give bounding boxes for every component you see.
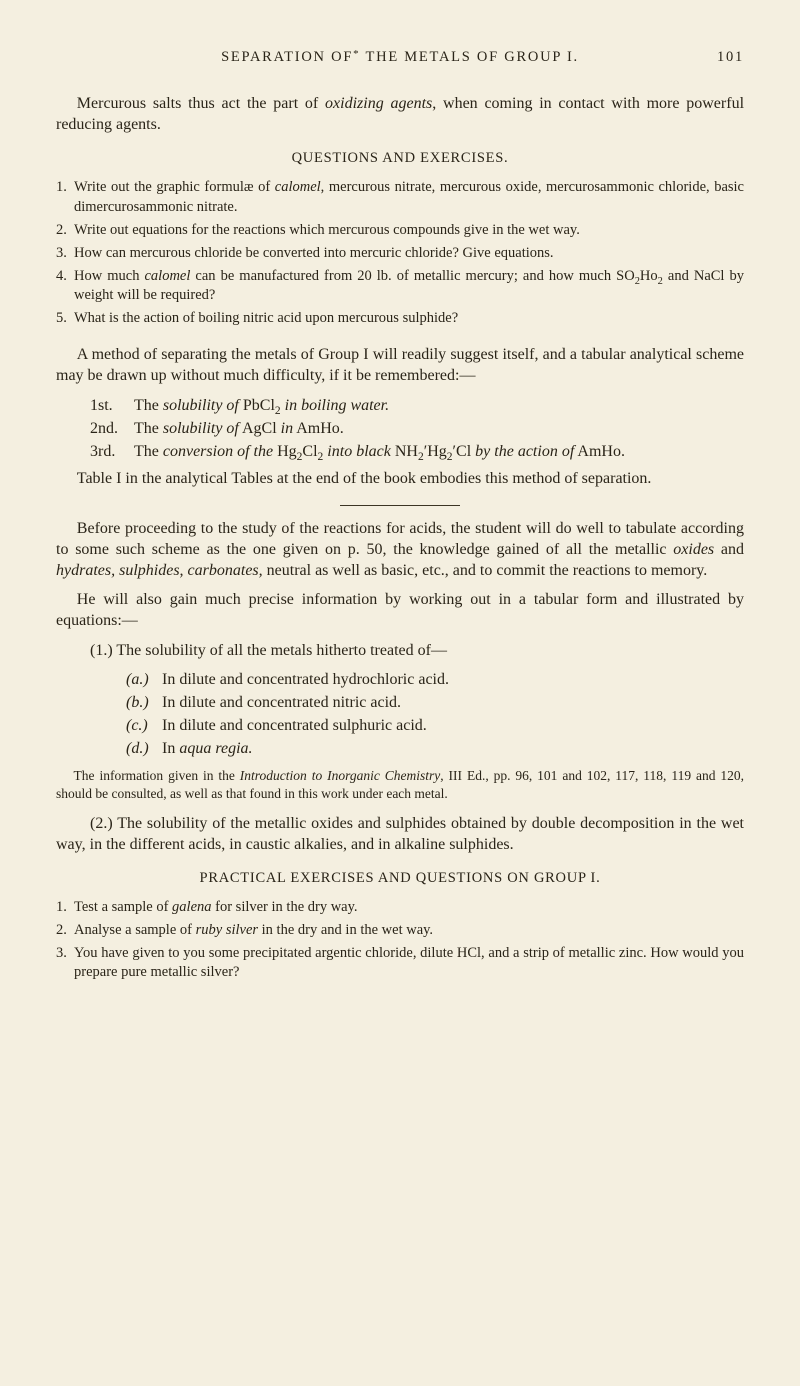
question-item: 4. How much calomel can be manufactured … [56, 267, 744, 305]
question-number: 1. [56, 178, 74, 216]
running-title-right: THE METALS OF GROUP I. [366, 49, 579, 65]
ordinal-row: 2nd. The solubility of AgCl in AmHo. [90, 418, 744, 439]
header-asterisk: * [353, 48, 360, 60]
question-item: 1. Write out the graphic formulæ of calo… [56, 178, 744, 216]
running-head: SEPARATION OF* THE METALS OF GROUP I. 10… [56, 48, 744, 67]
practical-number: 3. [56, 944, 74, 982]
num-item-2: (2.) The solubility of the metallic oxid… [56, 813, 744, 855]
ordinal-body: The solubility of PbCl2 in boiling water… [134, 395, 744, 416]
letter-row: (b.)In dilute and concentrated nitric ac… [126, 692, 744, 713]
letter-body: In dilute and concentrated nitric acid. [162, 692, 744, 713]
questions-title: QUESTIONS AND EXERCISES. [56, 149, 744, 168]
questions-list: 1. Write out the graphic formulæ of calo… [56, 178, 744, 328]
letter-label: (b.) [126, 692, 162, 713]
letter-label: (d.) [126, 738, 162, 759]
practical-title: PRACTICAL EXERCISES AND QUESTIONS ON GRO… [56, 869, 744, 888]
question-number: 2. [56, 221, 74, 240]
question-text: Write out equations for the reactions wh… [74, 221, 744, 240]
ordinal-label: 1st. [90, 395, 134, 416]
tablei-paragraph: Table I in the analytical Tables at the … [56, 468, 744, 489]
question-item: 5. What is the action of boiling nitric … [56, 309, 744, 328]
question-number: 3. [56, 244, 74, 263]
practical-text: Analyse a sample of ruby silver in the d… [74, 921, 744, 940]
page-number: 101 [704, 48, 744, 67]
question-number: 5. [56, 309, 74, 328]
num-item-1: (1.) The solubility of all the metals hi… [90, 640, 744, 661]
question-text: How much calomel can be manufactured fro… [74, 267, 744, 305]
practical-list: 1. Test a sample of galena for silver in… [56, 898, 744, 983]
ordinal-body: The conversion of the Hg2Cl2 into black … [134, 441, 744, 462]
running-title-left: SEPARATION OF [221, 49, 353, 65]
ordinal-row: 3rd. The conversion of the Hg2Cl2 into b… [90, 441, 744, 462]
ordinal-row: 1st. The solubility of PbCl2 in boiling … [90, 395, 744, 416]
question-text: Write out the graphic formulæ of calomel… [74, 178, 744, 216]
method-paragraph: A method of separating the metals of Gro… [56, 344, 744, 386]
footnote-1: The information given in the Introductio… [56, 767, 744, 803]
practical-text: Test a sample of galena for silver in th… [74, 898, 744, 917]
ordinal-label: 3rd. [90, 441, 134, 462]
intro-paragraph: Mercurous salts thus act the part of oxi… [56, 93, 744, 135]
letter-row: (c.)In dilute and concentrated sulphuric… [126, 715, 744, 736]
practical-number: 2. [56, 921, 74, 940]
he-paragraph: He will also gain much precise informati… [56, 589, 744, 631]
practical-item: 3. You have given to you some precipitat… [56, 944, 744, 982]
letter-label: (c.) [126, 715, 162, 736]
question-text: What is the action of boiling nitric aci… [74, 309, 744, 328]
practical-item: 2. Analyse a sample of ruby silver in th… [56, 921, 744, 940]
letter-body: In dilute and concentrated hydrochloric … [162, 669, 744, 690]
question-text: How can mercurous chloride be converted … [74, 244, 744, 263]
section-rule [340, 505, 460, 506]
letter-body: In aqua regia. [162, 738, 744, 759]
practical-number: 1. [56, 898, 74, 917]
letter-row: (a.)In dilute and concentrated hydrochlo… [126, 669, 744, 690]
letter-list: (a.)In dilute and concentrated hydrochlo… [126, 669, 744, 759]
question-item: 3. How can mercurous chloride be convert… [56, 244, 744, 263]
letter-label: (a.) [126, 669, 162, 690]
letter-body: In dilute and concentrated sulphuric aci… [162, 715, 744, 736]
question-number: 4. [56, 267, 74, 305]
practical-item: 1. Test a sample of galena for silver in… [56, 898, 744, 917]
letter-row: (d.)In aqua regia. [126, 738, 744, 759]
ordinal-label: 2nd. [90, 418, 134, 439]
question-item: 2. Write out equations for the reactions… [56, 221, 744, 240]
practical-text: You have given to you some precipitated … [74, 944, 744, 982]
running-title: SEPARATION OF* THE METALS OF GROUP I. [96, 48, 704, 67]
before-paragraph: Before proceeding to the study of the re… [56, 518, 744, 581]
ordinal-body: The solubility of AgCl in AmHo. [134, 418, 744, 439]
ordinal-list: 1st. The solubility of PbCl2 in boiling … [90, 395, 744, 462]
